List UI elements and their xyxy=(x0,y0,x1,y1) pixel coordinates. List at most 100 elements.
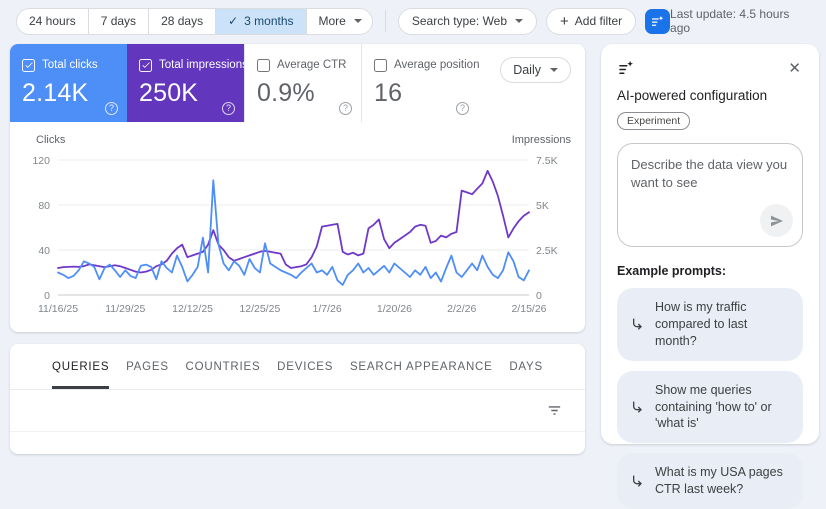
toolbar: 24 hours 7 days 28 days ✓ 3 months More … xyxy=(16,7,812,35)
granularity-button[interactable]: Daily xyxy=(500,57,571,83)
metric-label: Average position xyxy=(394,59,479,71)
metric-label: Total clicks xyxy=(42,59,98,71)
total-clicks-card[interactable]: Total clicks 2.14K ? xyxy=(10,44,127,122)
ai-configuration-panel: ✕ AI-powered configuration Experiment Ex… xyxy=(601,44,819,444)
prompt-input-box xyxy=(617,143,803,247)
ai-filter-button[interactable] xyxy=(645,9,670,34)
filter-list-icon xyxy=(546,402,563,419)
total-clicks-checkbox[interactable] xyxy=(22,59,35,72)
tab-pages[interactable]: PAGES xyxy=(126,344,169,389)
close-panel-button[interactable]: ✕ xyxy=(786,59,803,78)
prompt-text: Show me queries containing 'how to' or '… xyxy=(655,382,791,433)
prompt-text: What is my USA pages CTR last week? xyxy=(655,464,791,498)
check-icon: ✓ xyxy=(228,14,238,28)
search-type-label: Search type: Web xyxy=(412,14,507,28)
svg-text:1/7/26: 1/7/26 xyxy=(313,303,342,315)
experiment-badge: Experiment xyxy=(617,112,690,130)
average-position-card[interactable]: Average position 16 ? xyxy=(361,44,478,122)
prompt-arrow-icon xyxy=(629,473,645,489)
toolbar-divider xyxy=(385,10,386,32)
check-icon xyxy=(141,60,151,70)
svg-text:1/20/26: 1/20/26 xyxy=(377,303,412,315)
total-impressions-checkbox[interactable] xyxy=(139,59,152,72)
svg-text:80: 80 xyxy=(38,200,50,212)
example-prompt-traffic[interactable]: How is my traffic compared to last month… xyxy=(617,288,803,361)
prompt-text: How is my traffic compared to last month… xyxy=(655,299,791,350)
metric-label: Total impressions xyxy=(159,59,248,71)
help-icon[interactable]: ? xyxy=(105,102,118,115)
tab-queries[interactable]: QUERIES xyxy=(52,344,109,389)
search-type-button[interactable]: Search type: Web xyxy=(398,8,537,35)
date-range-label: 28 days xyxy=(161,14,203,28)
example-prompt-ctr[interactable]: What is my USA pages CTR last week? xyxy=(617,453,803,509)
tab-countries[interactable]: COUNTRIES xyxy=(186,344,261,389)
svg-text:7.5K: 7.5K xyxy=(536,155,558,167)
svg-text:120: 120 xyxy=(32,155,50,167)
svg-text:2/2/26: 2/2/26 xyxy=(447,303,476,315)
help-icon[interactable]: ? xyxy=(456,102,469,115)
search-console-performance-page: 24 hours 7 days 28 days ✓ 3 months More … xyxy=(0,0,826,430)
svg-text:0: 0 xyxy=(536,290,542,302)
help-icon[interactable]: ? xyxy=(222,102,235,115)
metric-value: 0.9% xyxy=(257,79,349,108)
svg-text:12/25/25: 12/25/25 xyxy=(239,303,280,315)
granularity-label: Daily xyxy=(513,63,541,77)
add-filter-label: Add filter xyxy=(575,14,622,28)
help-icon[interactable]: ? xyxy=(339,102,352,115)
prompt-arrow-icon xyxy=(629,399,645,415)
plus-icon: + xyxy=(560,13,569,30)
date-range-28-days[interactable]: 28 days xyxy=(148,9,215,34)
send-prompt-button[interactable] xyxy=(760,204,793,237)
metric-value: 250K xyxy=(139,79,232,108)
prompt-arrow-icon xyxy=(629,316,645,332)
date-range-7-days[interactable]: 7 days xyxy=(88,9,148,34)
tab-devices[interactable]: DEVICES xyxy=(277,344,333,389)
filter-table-button[interactable] xyxy=(546,402,563,419)
add-filter-button[interactable]: + Add filter xyxy=(546,8,636,35)
svg-text:2.5K: 2.5K xyxy=(536,245,558,257)
chevron-down-icon xyxy=(550,68,558,72)
svg-text:11/16/25: 11/16/25 xyxy=(38,303,78,315)
average-ctr-checkbox[interactable] xyxy=(257,59,270,72)
date-range-label: 7 days xyxy=(101,14,136,28)
svg-text:0: 0 xyxy=(44,290,50,302)
send-icon xyxy=(769,213,785,229)
date-range-more[interactable]: More xyxy=(306,9,373,34)
table-toolbar xyxy=(10,390,585,432)
average-position-checkbox[interactable] xyxy=(374,59,387,72)
total-impressions-card[interactable]: Total impressions 250K ? xyxy=(127,44,244,122)
metric-value: 16 xyxy=(374,79,466,108)
average-ctr-card[interactable]: Average CTR 0.9% ? xyxy=(244,44,361,122)
metric-value: 2.14K xyxy=(22,79,115,108)
performance-trend-chart: 00402.5K805K1207.5KClicksImpressions11/1… xyxy=(24,130,571,320)
chevron-down-icon xyxy=(354,19,362,23)
date-range-label: More xyxy=(319,14,346,28)
check-icon xyxy=(24,60,34,70)
svg-text:40: 40 xyxy=(38,245,50,257)
performance-card: Total clicks 2.14K ? Total impressions 2… xyxy=(10,44,585,332)
date-range-24-hours[interactable]: 24 hours xyxy=(17,9,88,34)
prompt-input[interactable] xyxy=(618,144,802,202)
panel-title: AI-powered configuration xyxy=(617,88,803,103)
svg-text:Impressions: Impressions xyxy=(512,134,571,146)
svg-text:12/12/25: 12/12/25 xyxy=(172,303,213,315)
svg-text:5K: 5K xyxy=(536,200,549,212)
svg-text:2/15/26: 2/15/26 xyxy=(511,303,546,315)
date-range-label: 3 months xyxy=(244,14,293,28)
date-range-3-months[interactable]: ✓ 3 months xyxy=(215,9,305,34)
metric-cards-row: Total clicks 2.14K ? Total impressions 2… xyxy=(10,44,585,122)
example-prompts-label: Example prompts: xyxy=(617,264,803,278)
svg-text:11/29/25: 11/29/25 xyxy=(105,303,145,315)
chevron-down-icon xyxy=(515,19,523,23)
date-range-label: 24 hours xyxy=(29,14,76,28)
dimension-tabs: QUERIES PAGES COUNTRIES DEVICES SEARCH A… xyxy=(10,344,585,390)
last-update-text: Last update: 4.5 hours ago xyxy=(670,7,812,35)
example-prompt-queries[interactable]: Show me queries containing 'how to' or '… xyxy=(617,371,803,444)
ai-filter-icon xyxy=(650,14,665,29)
dimensions-card: QUERIES PAGES COUNTRIES DEVICES SEARCH A… xyxy=(10,344,585,454)
tab-search-appearance[interactable]: SEARCH APPEARANCE xyxy=(350,344,493,389)
close-icon: ✕ xyxy=(788,60,801,77)
metric-label: Average CTR xyxy=(277,59,346,71)
tab-days[interactable]: DAYS xyxy=(509,344,543,389)
ai-filter-icon xyxy=(617,59,635,77)
